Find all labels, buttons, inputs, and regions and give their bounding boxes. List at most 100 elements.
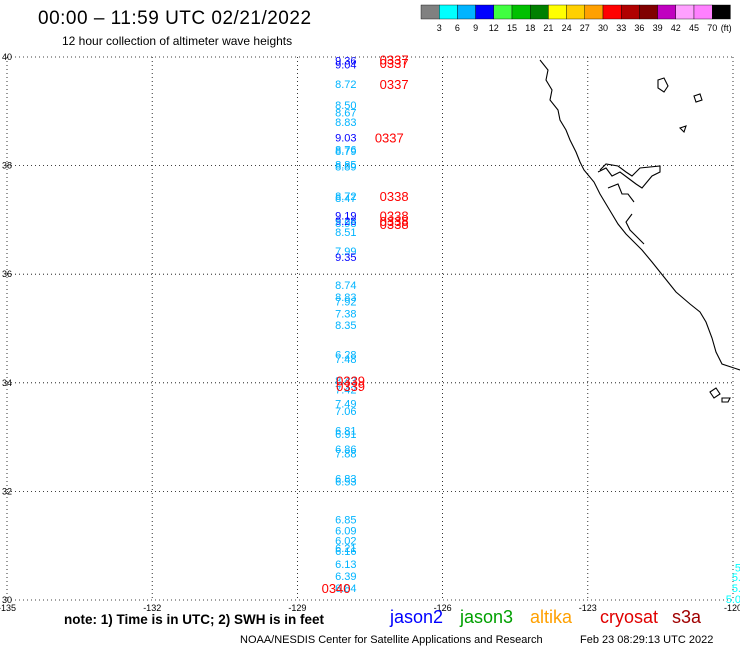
scale-tick-label: 9	[473, 23, 478, 33]
swh-value: 7.38	[335, 308, 356, 320]
scale-tick-label: 30	[598, 23, 608, 33]
swh-value: 7.99	[335, 246, 356, 258]
swh-value: 5.	[732, 572, 740, 584]
units-note: note: 1) Time is in UTC; 2) SWH is in fe…	[64, 612, 325, 627]
time-label: 0337	[380, 77, 409, 92]
swh-value: 6.85	[335, 515, 356, 527]
lon-tick-label: -126	[434, 603, 452, 613]
time-label: 0337	[380, 53, 409, 68]
swh-value: 6.16	[335, 546, 356, 558]
scale-tick-label: 24	[562, 23, 572, 33]
scale-tick-label: 36	[634, 23, 644, 33]
swh-value: 6.39	[335, 571, 356, 583]
page-subtitle: 12 hour collection of altimeter wave hei…	[62, 34, 293, 48]
swh-value: 5.	[732, 583, 740, 595]
swh-value: 6.84	[335, 583, 356, 595]
swh-value: 8.79	[335, 146, 356, 158]
scale-tick-label: 33	[616, 23, 626, 33]
swh-value: 6.21	[335, 543, 356, 555]
time-label: 0338	[380, 217, 409, 232]
legend-s3a: s3a	[672, 607, 702, 627]
swh-value: 9.04	[335, 60, 356, 72]
lat-tick-label: 34	[2, 378, 12, 388]
swh-value: 8.83	[335, 117, 356, 129]
lat-tick-label: 36	[2, 269, 12, 279]
swh-value: 6.53	[335, 477, 356, 489]
legend-jason3: jason3	[460, 607, 514, 627]
legend-altika: altika	[530, 607, 573, 627]
coastline	[539, 59, 740, 403]
time-label: 0338	[380, 214, 409, 229]
scale-tick-label: 6	[455, 23, 460, 33]
scale-tick-label: 21	[543, 23, 553, 33]
lon-tick-label: -132	[143, 603, 161, 613]
color-scale: 3 6 9 12 15 18 21 24 27 30 33 36 39 42 45 70 (ft)	[420, 4, 732, 33]
scale-tick-label: 15	[507, 23, 517, 33]
generated-timestamp: Feb 23 08:29:13 UTC 2022	[580, 634, 714, 646]
scale-tick-label: 45	[689, 23, 699, 33]
swh-value: 7.48	[335, 354, 356, 366]
swh-value: 6.86	[335, 444, 356, 456]
swh-value: 7.42	[335, 384, 356, 396]
credit-line: NOAA/NESDIS Center for Satellite Applica…	[240, 634, 543, 646]
swh-value: 5	[735, 562, 740, 574]
scale-unit-label: (ft)	[721, 23, 732, 33]
swh-value: 8.51	[335, 227, 356, 239]
scale-tick-label: 3	[437, 23, 442, 33]
swh-value: 6.28	[335, 350, 356, 362]
lat-tick-label: 38	[2, 161, 12, 171]
swh-value: 8.83	[335, 292, 356, 304]
time-label: 0337	[375, 130, 404, 145]
lon-tick-label: -120	[724, 603, 740, 613]
time-label: 0339	[336, 374, 365, 389]
swh-value: 6.81	[335, 426, 356, 438]
swh-value: 6.13	[335, 559, 356, 571]
legend-jason2: jason2	[390, 607, 444, 627]
swh-value: 5.0	[726, 594, 740, 606]
swh-value: 7.06	[335, 406, 356, 418]
swh-value: 7.88	[335, 448, 356, 460]
swh-value: 6.02	[335, 535, 356, 547]
swh-value: 8.85	[335, 160, 356, 172]
lon-tick-label: -129	[288, 603, 306, 613]
time-label: 0338	[380, 189, 409, 204]
scale-tick-label: 18	[525, 23, 535, 33]
swh-value: 8.74	[335, 280, 356, 292]
swh-value: 6.09	[335, 525, 356, 537]
swh-value: 9.03	[335, 132, 356, 144]
scale-tick-label: 70	[707, 23, 717, 33]
swh-value: 9.36	[335, 55, 356, 67]
swh-value: 6.83	[335, 473, 356, 485]
swh-value: 8.35	[335, 320, 356, 332]
legend-cryosat: cryosat	[600, 607, 659, 627]
swh-value: 6.91	[335, 429, 356, 441]
lat-tick-label: 40	[2, 52, 12, 62]
swh-value: 8.47	[335, 193, 356, 205]
lat-tick-label: 32	[2, 486, 12, 496]
swh-value: 8.72	[335, 79, 356, 91]
swh-value: 7.49	[335, 398, 356, 410]
lon-tick-label: -123	[579, 603, 597, 613]
swh-value: 7.92	[335, 296, 356, 308]
scale-tick-label: 27	[580, 23, 590, 33]
time-label: 0340	[322, 581, 351, 596]
lat-tick-label: 30	[2, 595, 12, 605]
swh-value: 8.72	[335, 191, 356, 203]
swh-value: 8.50	[335, 100, 356, 112]
observations: 9.369.048.728.508.678.839.038.768.798.85…	[322, 53, 740, 606]
scale-tick-label: 39	[653, 23, 663, 33]
axis-labels: -135 -132 -129 -126 -123 -120 40 38 36 34 32 30	[0, 52, 740, 613]
scale-tick-label: 12	[489, 23, 499, 33]
time-label: 0338	[380, 209, 409, 224]
time-label: 0339	[336, 379, 365, 394]
scale-swatch	[712, 4, 731, 20]
swh-value: 9.35	[335, 252, 356, 264]
swh-value: 8.76	[335, 144, 356, 156]
swh-value: 8.89	[335, 162, 356, 174]
swh-value: 9.19	[335, 211, 356, 223]
page-title: 00:00 – 11:59 UTC 02/21/2022	[38, 8, 312, 29]
swh-value: 9.28	[335, 216, 356, 228]
scale-tick-label: 42	[671, 23, 681, 33]
time-label: 0337	[380, 56, 409, 71]
